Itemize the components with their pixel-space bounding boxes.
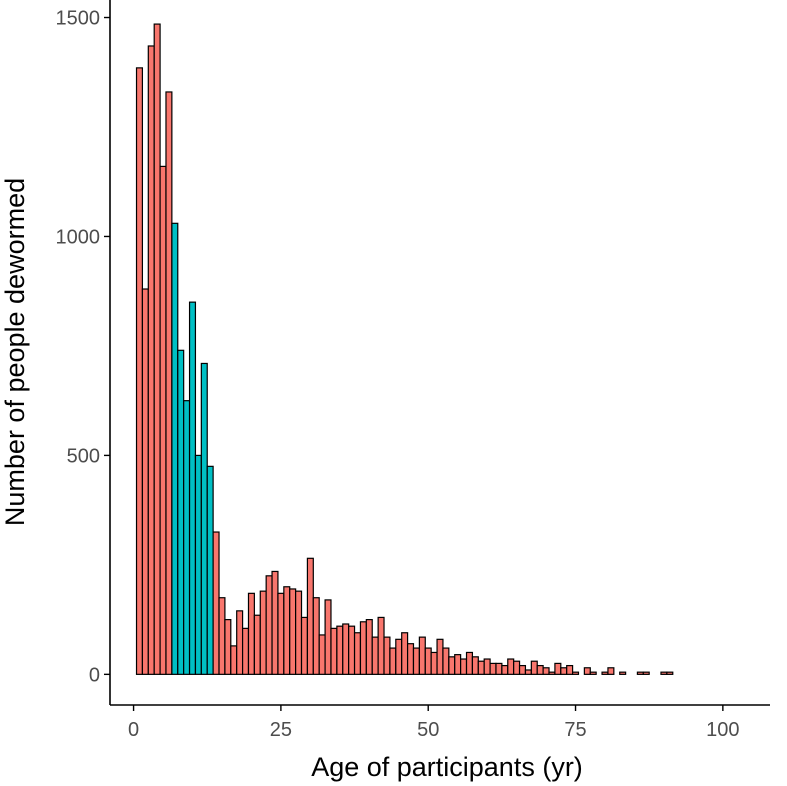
bar-age-73 — [560, 667, 568, 675]
bar-age-74 — [566, 664, 574, 675]
bar-age-80 — [601, 671, 609, 675]
bar-age-36 — [342, 623, 350, 675]
bar-age-91 — [666, 671, 674, 675]
bar-age-27 — [289, 588, 297, 675]
y-tick-label-1500: 1500 — [56, 8, 101, 30]
y-tick-label-500: 500 — [67, 445, 100, 467]
bar-age-49 — [418, 636, 426, 675]
bar-age-26 — [283, 586, 291, 675]
bar-age-54 — [448, 656, 456, 675]
bar-age-6 — [165, 91, 173, 675]
y-tick-label-1000: 1000 — [56, 226, 101, 248]
bar-age-37 — [348, 625, 356, 675]
bar-age-44 — [389, 647, 397, 675]
bar-age-41 — [371, 636, 379, 675]
x-axis-title: Age of participants (yr) — [311, 752, 583, 782]
x-tick-label-50: 50 — [417, 719, 439, 741]
bar-age-21 — [253, 614, 261, 675]
bar-age-25 — [277, 592, 285, 675]
bar-age-59 — [477, 660, 485, 675]
bar-age-3 — [147, 45, 155, 675]
bar-age-47 — [406, 643, 415, 675]
bar-age-20 — [247, 592, 255, 675]
bar-age-66 — [518, 664, 527, 675]
bar-age-46 — [401, 632, 409, 675]
bars-group — [135, 23, 674, 675]
bar-age-78 — [589, 671, 597, 675]
bar-age-29 — [300, 616, 309, 675]
bar-age-28 — [295, 590, 303, 675]
bar-age-71 — [548, 671, 556, 675]
bar-age-65 — [513, 660, 521, 675]
bar-age-10 — [188, 301, 197, 675]
x-tick-label-75: 75 — [564, 719, 586, 741]
bar-age-11 — [194, 454, 202, 675]
bar-age-8 — [177, 349, 185, 675]
bar-age-75 — [571, 671, 580, 675]
bar-age-68 — [530, 660, 538, 675]
bar-age-56 — [460, 658, 468, 675]
y-axis-title: Number of people dewormed — [0, 178, 30, 526]
bar-age-50 — [424, 647, 432, 675]
bar-age-4 — [153, 23, 161, 675]
bar-age-23 — [265, 575, 273, 675]
bar-age-12 — [200, 362, 208, 675]
bar-age-32 — [318, 634, 326, 675]
bar-age-17 — [230, 645, 238, 675]
x-tick-label-25: 25 — [270, 719, 292, 741]
bar-age-77 — [583, 667, 591, 675]
bar-age-81 — [607, 667, 615, 675]
bar-age-1 — [135, 67, 144, 675]
bar-age-31 — [312, 597, 320, 675]
y-axis-ticks: 0 500 1000 1500 — [56, 8, 110, 686]
bar-age-87 — [642, 671, 650, 675]
bar-age-7 — [171, 222, 179, 675]
bar-age-63 — [501, 664, 509, 675]
bar-age-13 — [206, 465, 214, 675]
bar-age-33 — [324, 599, 332, 675]
bar-age-69 — [536, 664, 544, 675]
bar-age-19 — [241, 627, 250, 675]
bar-age-83 — [619, 671, 627, 675]
bar-age-52 — [436, 638, 444, 675]
bar-age-30 — [306, 557, 314, 675]
bar-age-48 — [412, 647, 420, 675]
x-tick-label-0: 0 — [128, 719, 139, 741]
y-tick-label-0: 0 — [89, 664, 100, 686]
bar-age-34 — [330, 627, 338, 675]
bar-age-22 — [259, 590, 267, 675]
bar-age-67 — [524, 669, 532, 675]
bar-age-15 — [218, 597, 226, 675]
x-axis-ticks: 0 25 50 75 100 — [128, 705, 740, 741]
bar-age-5 — [159, 165, 167, 675]
bar-age-64 — [507, 658, 515, 675]
bar-age-14 — [212, 531, 220, 675]
bar-age-70 — [542, 667, 550, 675]
bar-age-39 — [359, 621, 367, 675]
bar-age-62 — [495, 662, 503, 675]
x-tick-label-100: 100 — [706, 719, 739, 741]
bar-age-9 — [183, 400, 191, 675]
bar-age-86 — [636, 671, 644, 675]
bar-age-55 — [454, 654, 462, 675]
bar-age-24 — [271, 570, 279, 675]
bar-age-43 — [383, 636, 391, 675]
bar-age-2 — [141, 288, 149, 675]
bar-age-35 — [336, 625, 344, 675]
bar-age-18 — [236, 610, 244, 675]
bar-age-51 — [430, 651, 438, 675]
bar-age-45 — [395, 638, 403, 675]
bar-age-40 — [365, 619, 373, 675]
bar-age-53 — [442, 647, 450, 675]
bar-age-38 — [353, 632, 362, 675]
bar-age-61 — [489, 662, 497, 675]
bar-age-60 — [483, 658, 491, 675]
bar-age-72 — [554, 662, 562, 675]
bar-age-57 — [465, 651, 474, 675]
bar-age-42 — [377, 616, 385, 675]
bar-age-58 — [471, 656, 479, 675]
bar-age-90 — [660, 671, 668, 675]
bar-age-16 — [224, 619, 232, 675]
